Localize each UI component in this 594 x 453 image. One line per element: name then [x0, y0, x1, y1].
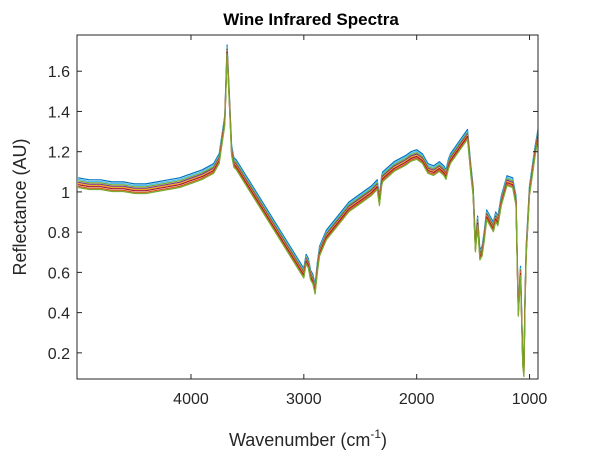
- x-axis-label: Wavenumber (cm-1): [229, 427, 387, 450]
- y-tick-label: 1: [61, 185, 70, 202]
- y-tick-label: 1.6: [48, 64, 70, 81]
- x-tick-label: 4000: [173, 391, 209, 408]
- x-tick-label: 1000: [512, 391, 548, 408]
- x-axis-label-suffix: ): [381, 430, 387, 450]
- x-axis-label-main: Wavenumber (cm: [229, 430, 370, 450]
- chart-title: Wine Infrared Spectra: [223, 10, 399, 29]
- y-tick-label: 1.4: [48, 104, 70, 121]
- spectrum-line-4: [78, 51, 538, 373]
- x-axis-label-superscript: -1: [370, 427, 381, 441]
- y-tick-label: 0.6: [48, 265, 70, 282]
- y-tick-label: 0.4: [48, 306, 70, 323]
- x-tick-label: 2000: [399, 391, 435, 408]
- spectrum-line-6: [78, 54, 538, 376]
- plot-box: [77, 35, 538, 379]
- x-tick-label: 3000: [286, 391, 322, 408]
- y-axis-label: Reflectance (AU): [10, 138, 30, 275]
- spectrum-line-1: [78, 47, 538, 369]
- series-layer: [78, 45, 538, 377]
- spectrum-line-5: [78, 52, 538, 374]
- spectrum-line-0: [78, 45, 538, 367]
- y-axis-ticks: 0.2 0.4 0.6 0.8 1 1.2 1.4 1.6: [48, 64, 538, 363]
- spectrum-line-7: [78, 55, 538, 377]
- spectrum-line-3: [78, 50, 538, 372]
- spectrum-line-2: [78, 48, 538, 370]
- y-tick-label: 0.8: [48, 225, 70, 242]
- y-tick-label: 0.2: [48, 346, 70, 363]
- y-tick-label: 1.2: [48, 145, 70, 162]
